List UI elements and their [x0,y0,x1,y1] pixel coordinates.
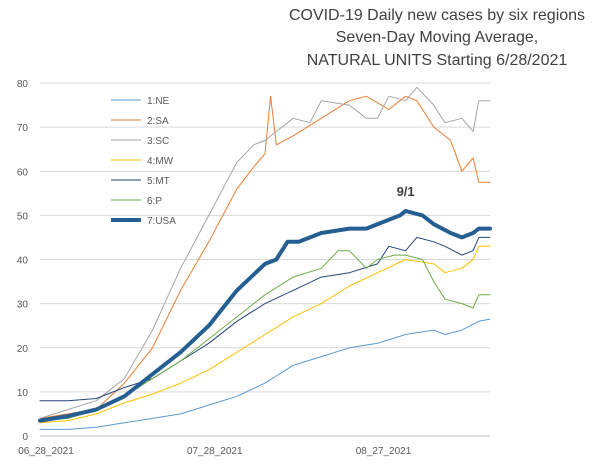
axes: 0 10 20 30 40 50 60 70 80 06_28_2021 07_28_2021 08_… [17,79,412,457]
annotations: 9/1 [397,184,415,199]
y-tick-label: 60 [17,167,29,178]
legend-label: 1:NE [147,96,170,107]
y-tick-label: 30 [17,300,29,311]
legend-label: 4:MW [147,156,174,167]
x-tick-label: 08_27_2021 [356,446,412,457]
x-tick-label: 06_28_2021 [18,446,74,457]
legend-label: 5:MT [147,176,170,187]
series-lines [38,86,492,430]
y-tick-label: 70 [17,123,29,134]
chart-title: COVID-19 Daily new cases by six regions S… [289,7,585,69]
legend: 1:NE 2:SA 3:SC 4:MW 5:MT 6:P 7:USA [111,96,176,227]
annotation-label: 9/1 [397,184,415,199]
y-tick-label: 10 [17,388,29,399]
y-tick-label: 20 [17,344,29,355]
series-line-ne [39,318,491,430]
y-tick-label: 80 [17,79,29,90]
chart-title-line-2: Seven-Day Moving Average, [336,29,538,46]
series-line-mw [39,245,491,424]
x-tick-label: 07_28_2021 [187,446,243,457]
legend-label: 6:P [147,196,162,207]
series-line-sa [39,95,491,419]
series-line-usa [38,209,492,423]
y-tick-label: 50 [17,211,29,222]
y-tick-label: 0 [22,432,28,443]
chart-title-line-3: NATURAL UNITS Starting 6/28/2021 [307,52,568,69]
legend-label: 2:SA [147,116,169,127]
legend-label: 3:SC [147,136,169,147]
chart-title-line-1: COVID-19 Daily new cases by six regions [289,7,585,24]
legend-label: 7:USA [147,216,176,227]
y-tick-label: 40 [17,256,29,267]
series-line-sc [39,86,491,419]
series-line-p [39,250,491,422]
